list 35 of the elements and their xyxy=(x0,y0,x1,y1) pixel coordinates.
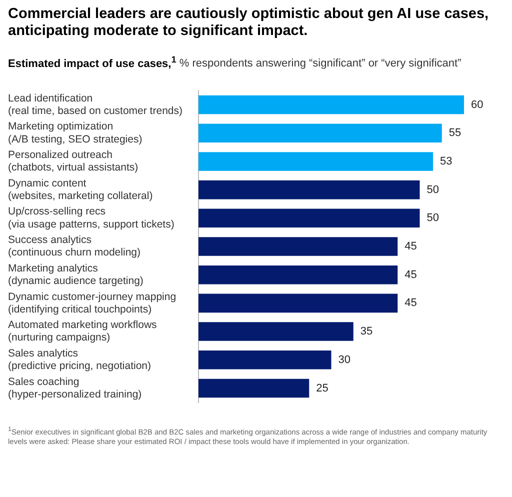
y-tick-label: Success analytics (continuous churn modeling) xyxy=(8,234,140,258)
bar xyxy=(198,95,464,114)
y-tick-label: Dynamic customer-journey mapping (identifying critical touchpoints) xyxy=(8,290,176,316)
data-label: 25 xyxy=(316,382,328,394)
bar xyxy=(198,123,442,142)
data-label: 45 xyxy=(404,240,417,252)
bar xyxy=(198,208,420,228)
data-label: 30 xyxy=(338,354,350,366)
data-label: 50 xyxy=(426,212,439,224)
y-tick-label: Lead identification (real time, based on customer trends) xyxy=(8,92,182,117)
bar xyxy=(198,350,332,369)
bar xyxy=(198,265,398,284)
bar xyxy=(198,180,420,199)
bar xyxy=(198,322,354,341)
data-label: 55 xyxy=(448,126,462,139)
y-tick-label: Sales analytics (predictive pricing, negotiation) xyxy=(8,347,151,372)
y-tick-label: Marketing analytics (dynamic audience targeting) xyxy=(8,262,144,287)
bar xyxy=(198,293,398,312)
y-tick-label: Personalized outreach (chatbots, virtual assistants) xyxy=(8,148,138,174)
data-label: 45 xyxy=(404,296,417,309)
y-tick-label: Automated marketing workflows (nurturing campaigns) xyxy=(8,318,157,344)
data-label: 53 xyxy=(440,155,452,168)
chart-title: Commercial leaders are cautiously optimistic about gen AI use cases, anticipating moderate to significant impact. xyxy=(8,6,490,40)
y-tick-label: Dynamic content (websites, marketing collateral) xyxy=(8,177,153,202)
bar xyxy=(198,378,310,398)
y-tick-label: Sales coaching (hyper-personalized training) xyxy=(8,375,142,400)
data-label: 45 xyxy=(404,268,417,281)
data-label: 50 xyxy=(426,183,439,196)
bar xyxy=(198,236,398,256)
data-label: 60 xyxy=(471,98,484,110)
bar xyxy=(198,152,434,171)
y-tick-label: Up/cross-selling recs (via usage patterns, support tickets) xyxy=(8,205,174,230)
y-tick-label: Marketing optimization (A/B testing, SEO strategies) xyxy=(8,120,142,145)
chart-subtitle: Estimated impact of use cases,$^{1}$ % respondents answering “significant” or “very significant” xyxy=(8,54,462,70)
data-label: 35 xyxy=(360,325,373,338)
